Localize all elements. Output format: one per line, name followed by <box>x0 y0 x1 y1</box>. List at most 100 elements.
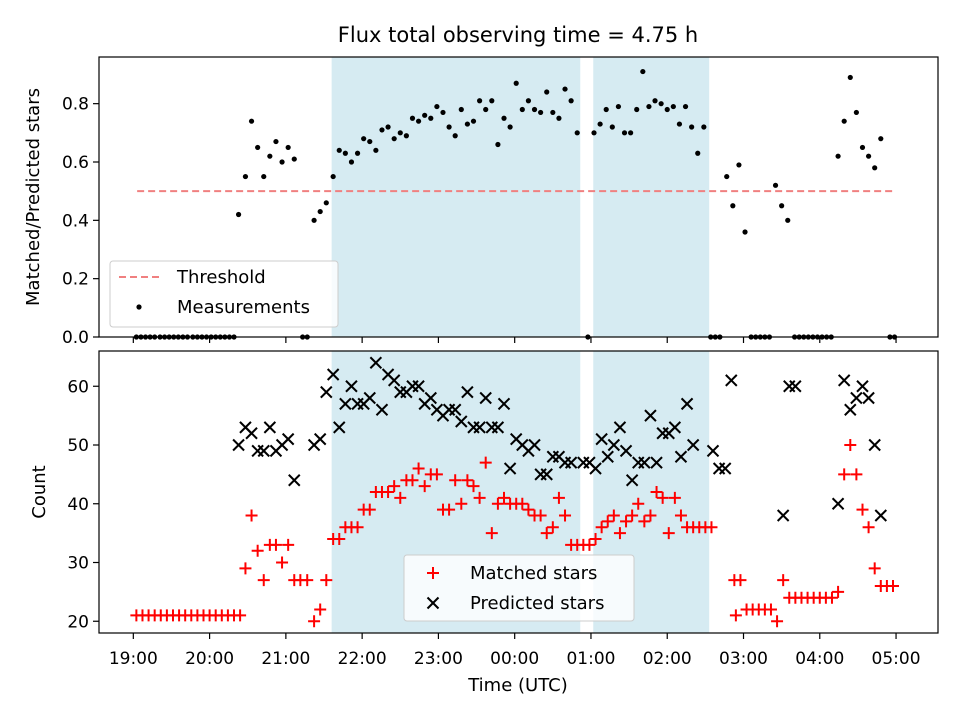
predicted-star-point <box>613 421 627 434</box>
measurement-point <box>640 68 646 75</box>
predicted-star-point-b <box>725 374 738 387</box>
predicted-star-point-b <box>263 421 277 434</box>
matched-star-point <box>644 509 657 522</box>
predicted-star-point-b <box>718 462 732 475</box>
matched-star-point <box>607 509 620 522</box>
predicted-star-point <box>856 380 869 393</box>
predicted-star-point-b <box>479 391 492 405</box>
matched-star-point <box>251 544 264 557</box>
measurement-point <box>562 86 568 92</box>
measurement-point <box>458 106 464 113</box>
predicted-star-point-b <box>831 497 845 510</box>
measurement-point <box>336 147 342 153</box>
predicted-star-point-b <box>424 391 437 405</box>
predicted-star-point <box>831 497 845 510</box>
measurement-point <box>695 150 701 156</box>
predicted-star-point-b <box>455 415 468 428</box>
measurement-point <box>507 124 513 130</box>
measurement-point <box>658 101 664 107</box>
top-y-tick-label: 0.2 <box>62 270 89 290</box>
predicted-star-point-b <box>862 391 875 405</box>
matched-star-point <box>626 509 639 522</box>
predicted-star-point-b <box>776 509 790 522</box>
predicted-star-point-b <box>650 456 663 469</box>
matched-star-point <box>430 468 443 481</box>
measurement-point <box>291 156 297 162</box>
predicted-star-point <box>491 421 505 434</box>
matched-star-point <box>638 515 651 528</box>
matched-star-point <box>534 509 547 522</box>
measurement-point <box>248 118 255 124</box>
predicted-star-point <box>455 415 468 428</box>
predicted-star-point-b <box>326 368 340 381</box>
predicted-star-point-b <box>625 474 639 487</box>
predicted-star-point-b <box>375 403 389 416</box>
predicted-star-point-b <box>473 421 486 434</box>
top-y-tick-label: 0.8 <box>62 95 89 115</box>
legend-predicted-label: Predicted stars <box>470 593 604 614</box>
predicted-star-point <box>263 421 277 434</box>
matched-star-point <box>838 468 851 481</box>
legend-matched-marker <box>427 567 439 579</box>
predicted-star-point-b <box>239 421 252 434</box>
x-tick-label: 22:00 <box>338 649 387 669</box>
matched-star-point <box>443 503 456 516</box>
matched-star-point <box>613 527 626 540</box>
predicted-star-point <box>339 397 352 411</box>
measurement-point <box>397 130 403 136</box>
predicted-star-point-b <box>674 450 688 463</box>
predicted-star-point <box>706 444 720 458</box>
predicted-star-point <box>874 509 888 522</box>
measurement-point <box>323 200 329 206</box>
measurement-point <box>255 144 261 151</box>
predicted-star-point <box>288 474 301 487</box>
predicted-star-point-b <box>313 432 327 446</box>
predicted-star-point <box>589 462 602 475</box>
predicted-star-point-b <box>595 432 608 446</box>
predicted-star-point-b <box>837 374 851 387</box>
predicted-star-point <box>668 421 682 434</box>
predicted-star-point <box>564 456 578 469</box>
predicted-star-point <box>333 421 346 434</box>
predicted-star-point-b <box>668 421 682 434</box>
measurement-point <box>273 138 279 145</box>
predicted-star-point <box>725 374 738 387</box>
matched-star-point <box>705 521 718 534</box>
measurement-point <box>428 115 434 121</box>
measurement-point <box>646 103 652 110</box>
matched-star-point <box>467 480 480 493</box>
matched-star-point <box>363 503 376 516</box>
predicted-star-point <box>868 438 881 452</box>
matched-star-point <box>333 533 346 545</box>
predicted-star-point <box>345 380 358 393</box>
matched-star-point <box>583 538 596 551</box>
matched-star-point <box>455 497 468 510</box>
legend-measurements-swatch <box>136 304 142 310</box>
predicted-star-point-b <box>412 380 425 393</box>
predicted-star-point-b <box>281 432 295 446</box>
legend-predicted-marker-b <box>426 596 440 610</box>
matched-star-point <box>734 574 747 587</box>
predicted-star-point <box>320 385 333 399</box>
measurement-point <box>354 150 361 156</box>
predicted-star-point <box>326 368 340 381</box>
matched-star-point <box>552 491 565 504</box>
measurement-point <box>609 124 615 130</box>
measurement-point <box>676 121 683 127</box>
predicted-star-point-b <box>868 438 881 452</box>
bot-y-tick-label: 40 <box>67 495 89 515</box>
predicted-star-point-b <box>381 368 395 381</box>
predicted-star-point-b <box>706 444 720 458</box>
measurement-point <box>330 173 336 180</box>
x-tick-label: 05:00 <box>872 649 921 669</box>
measurement-point <box>385 124 391 130</box>
top-shaded-region-0 <box>331 57 581 337</box>
measurement-point <box>403 133 409 139</box>
predicted-star-point <box>607 438 621 452</box>
predicted-star-point <box>644 409 657 422</box>
legend-threshold-label: Threshold <box>176 267 266 288</box>
matched-star-point <box>314 603 327 616</box>
matched-star-point <box>674 509 687 522</box>
top-axes-frame <box>98 56 939 338</box>
measurement-point <box>597 121 603 127</box>
